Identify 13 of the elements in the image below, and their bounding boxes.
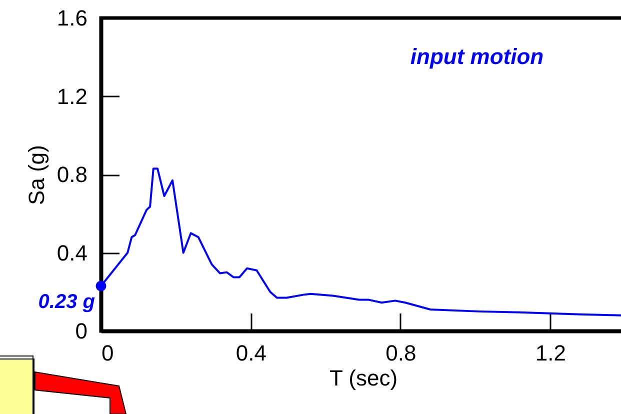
x-tick-label: 0.8 — [386, 340, 416, 366]
y-tick-label: 1.2 — [56, 84, 88, 109]
y-tick-label: 0 — [75, 318, 88, 344]
annotation: 0.23 g — [38, 291, 95, 314]
y-tick-label: 0.4 — [56, 240, 88, 266]
y-axis-title: Sa (g) — [24, 145, 49, 205]
y-tick-label: 1.6 — [56, 6, 88, 30]
y-tick-label: 0.8 — [56, 162, 88, 187]
x-tick-label: 1.2 — [535, 340, 566, 366]
annotation: input motion — [410, 44, 544, 69]
x-axis-title: T (sec) — [329, 366, 398, 390]
x-tick-label: 0.4 — [236, 340, 267, 366]
x-tick-label: 0 — [102, 340, 114, 366]
